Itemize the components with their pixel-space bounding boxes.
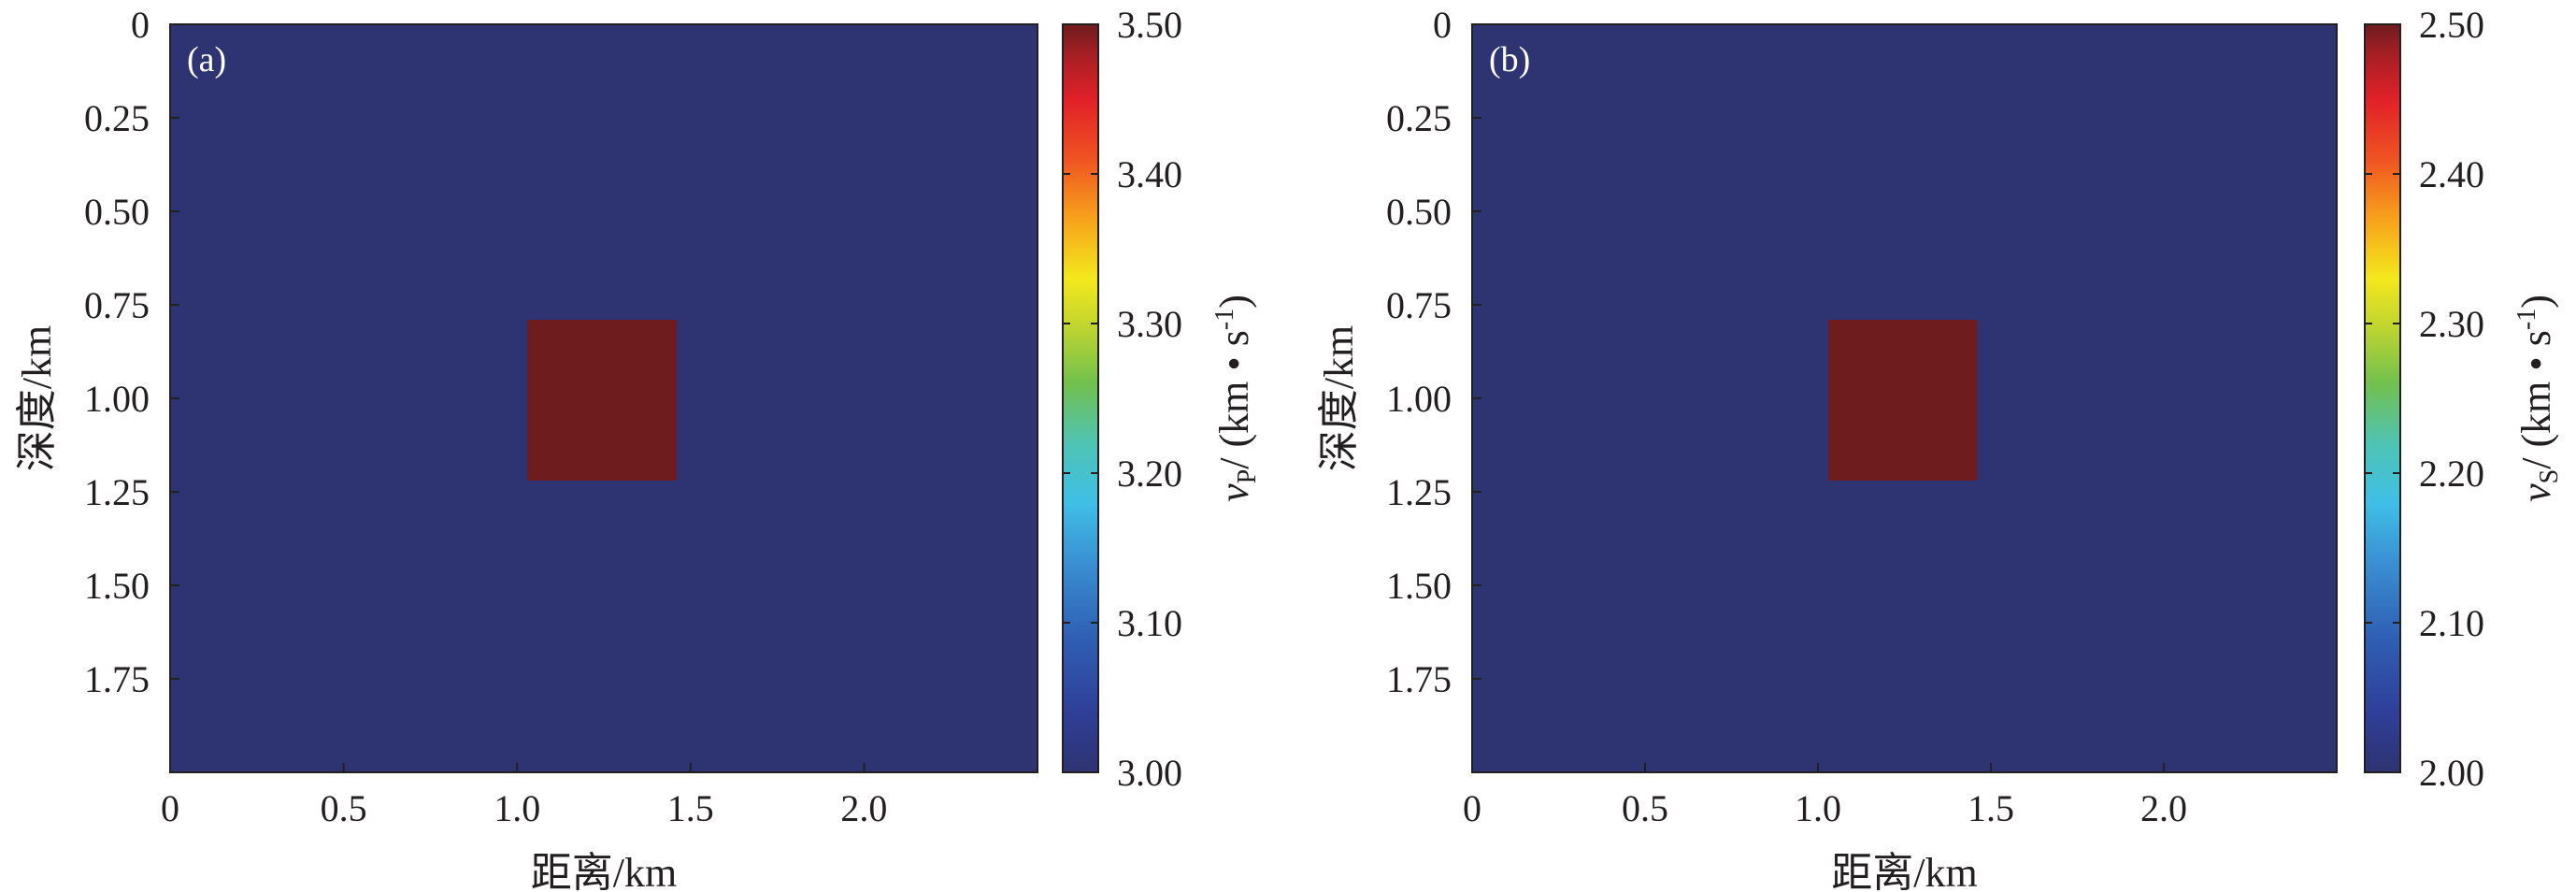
x-tick-label: 1.0 xyxy=(1795,787,1841,829)
panel-label: (b) xyxy=(1489,40,1530,79)
y-tick-label: 0.25 xyxy=(1386,97,1452,139)
y-tick-label: 1.25 xyxy=(1386,471,1452,513)
x-tick-label: 1.5 xyxy=(1968,787,2014,829)
colorbar-title-close: ) xyxy=(1211,295,1257,309)
colorbar-tick-label: 2.30 xyxy=(2419,303,2484,345)
y-tick-label: 1.50 xyxy=(84,565,150,607)
x-tick-label: 2.0 xyxy=(2140,787,2187,829)
y-tick-label: 1.75 xyxy=(1386,658,1452,700)
y-tick-label: 1.25 xyxy=(84,471,150,513)
y-tick-label: 1.00 xyxy=(1386,378,1452,420)
x-tick-label: 1.5 xyxy=(667,787,714,829)
y-tick-label: 1.50 xyxy=(1386,565,1452,607)
y-tick-label: 1.75 xyxy=(84,658,150,700)
y-tick-label: 0 xyxy=(131,4,150,46)
colorbar-title-variable: v xyxy=(1211,483,1257,502)
colorbar-title-superscript: -1 xyxy=(1210,309,1239,330)
colorbar-title: vP/ (km • s-1) xyxy=(1210,295,1262,502)
x-tick-label: 0.5 xyxy=(321,787,367,829)
colorbar-tick-label: 3.10 xyxy=(1117,602,1182,644)
colorbar-title-unit: / (km • s xyxy=(2513,330,2559,469)
colorbar-title-subscript: P xyxy=(1233,469,1262,484)
colorbar-tick-label: 3.30 xyxy=(1117,303,1182,345)
colorbar-title-close: ) xyxy=(2513,295,2559,309)
x-tick-label: 2.0 xyxy=(840,787,887,829)
colorbar-tick-label: 2.50 xyxy=(2419,4,2484,46)
colorbar-title: vS/ (km • s-1) xyxy=(2512,295,2564,502)
y-axis-title: 深度/km xyxy=(1316,325,1362,471)
colorbar-title-subscript: S xyxy=(2535,469,2564,484)
x-axis-title: 距离/km xyxy=(531,850,677,892)
colorbar-title-unit: / (km • s xyxy=(1211,330,1257,469)
colorbar-tick-label: 3.50 xyxy=(1117,4,1182,46)
velocity-anomaly-block xyxy=(1828,320,1978,481)
y-axis-title: 深度/km xyxy=(14,325,60,471)
y-tick-label: 0.50 xyxy=(1386,191,1452,233)
colorbar-tick-label: 2.10 xyxy=(2419,602,2484,644)
y-tick-label: 0.75 xyxy=(1386,284,1452,326)
y-tick-label: 0.25 xyxy=(84,97,150,139)
y-tick-label: 1.00 xyxy=(84,378,150,420)
colorbar-scale xyxy=(2364,23,2401,773)
x-tick-label: 0 xyxy=(1463,787,1481,829)
y-tick-label: 0 xyxy=(1433,4,1452,46)
y-tick-label: 0.75 xyxy=(84,284,150,326)
panel-a: (a) 0 0.5 1.0 1.5 2.0 0 0.25 0.50 0.75 1.00 1.25 1.5… xyxy=(14,4,1262,892)
colorbar-tick-label: 2.40 xyxy=(2419,153,2484,195)
colorbar-title-variable: v xyxy=(2513,483,2559,502)
x-axis-title: 距离/km xyxy=(1831,850,1977,892)
colorbar-tick-label: 2.00 xyxy=(2419,752,2484,794)
x-tick-label: 0 xyxy=(161,787,179,829)
y-tick-label: 0.50 xyxy=(84,191,150,233)
colorbar-tick-label: 3.00 xyxy=(1117,752,1182,794)
colorbar-title-superscript: -1 xyxy=(2512,309,2541,330)
velocity-anomaly-block xyxy=(527,320,677,481)
colorbar-tick-label: 3.20 xyxy=(1117,453,1182,495)
panel-label: (a) xyxy=(187,40,226,79)
colorbar-tick-label: 3.40 xyxy=(1117,153,1182,195)
panel-b: (b)0 0.5 1.0 1.5 2.000.250.500.751.001.251.5… xyxy=(1316,4,2564,892)
colorbar-tick-label: 2.20 xyxy=(2419,453,2484,495)
x-tick-label: 1.0 xyxy=(494,787,540,829)
x-tick-label: 0.5 xyxy=(1622,787,1668,829)
colorbar-scale xyxy=(1062,23,1099,773)
